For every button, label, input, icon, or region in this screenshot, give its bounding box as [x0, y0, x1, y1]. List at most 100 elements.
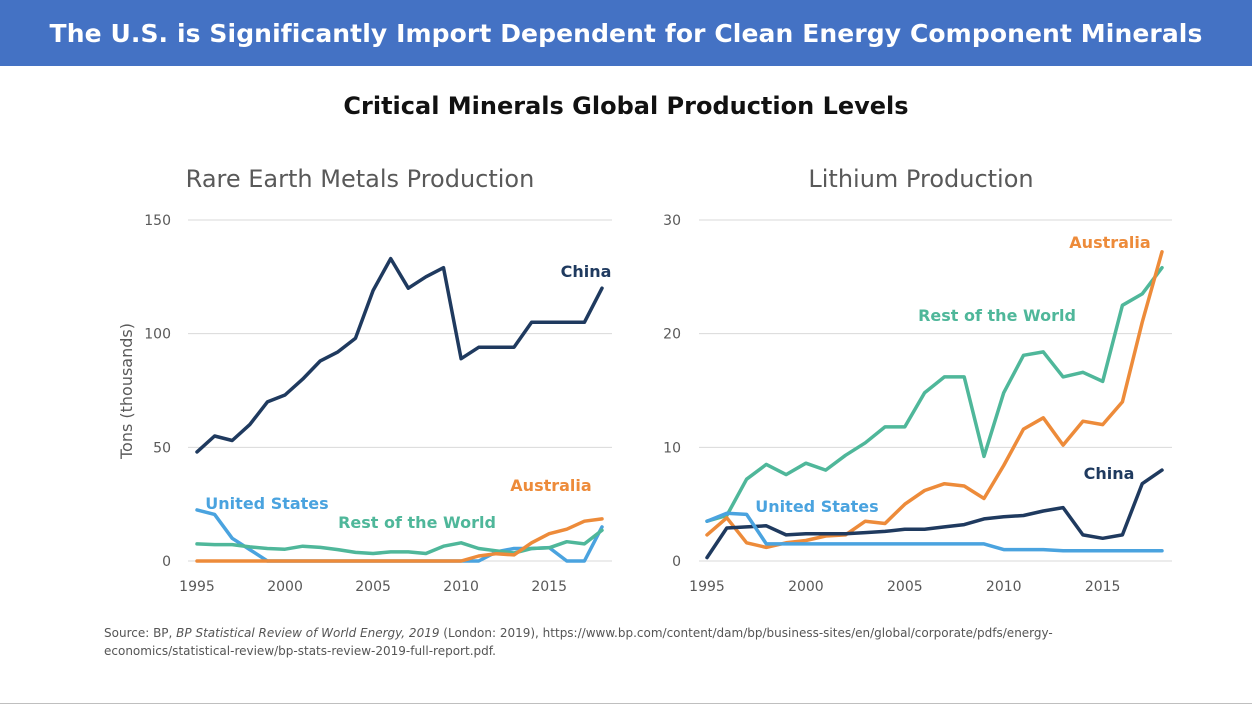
data-point-australia [1101, 423, 1103, 425]
series-label-united-states: United States [205, 494, 328, 513]
series-line-rest-of-the-world [195, 528, 604, 556]
data-point-china [389, 257, 391, 259]
source-prefix: Source: BP, [104, 626, 177, 640]
data-point-china [904, 528, 906, 530]
data-point-rest-of-the-world [530, 547, 532, 549]
series-line-china [195, 256, 604, 454]
data-point-rest-of-the-world [923, 392, 925, 394]
data-point-rest-of-the-world [745, 478, 747, 480]
data-point-united-states [478, 560, 480, 562]
data-point-china [805, 533, 807, 535]
data-point-rest-of-the-world [884, 426, 886, 428]
chart-title: Lithium Production [808, 165, 1033, 193]
series-line-united-states [705, 511, 1164, 553]
data-point-rest-of-the-world [844, 454, 846, 456]
data-point-rest-of-the-world [1082, 371, 1084, 373]
data-point-united-states [706, 520, 708, 522]
data-point-china [231, 439, 233, 441]
data-point-china [1062, 506, 1064, 508]
data-point-australia [478, 555, 480, 557]
data-point-china [765, 525, 767, 527]
data-point-rest-of-the-world [1042, 351, 1044, 353]
data-point-united-states [231, 537, 233, 539]
y-tick-label: 10 [663, 440, 681, 456]
data-point-united-states [1141, 550, 1143, 552]
data-point-united-states [513, 547, 515, 549]
data-point-rest-of-the-world [805, 462, 807, 464]
x-tick-label: 1995 [179, 579, 215, 595]
series-label-australia: Australia [510, 476, 591, 495]
data-point-australia [765, 546, 767, 548]
data-point-china [442, 267, 444, 269]
data-point-china [513, 346, 515, 348]
data-point-australia [407, 560, 409, 562]
y-axis-label: Tons (thousands) [117, 323, 136, 460]
data-point-united-states [884, 543, 886, 545]
x-tick-label: 2000 [788, 579, 824, 595]
data-point-united-states [1082, 550, 1084, 552]
data-point-united-states [943, 543, 945, 545]
data-point-australia [864, 520, 866, 522]
data-point-rest-of-the-world [389, 551, 391, 553]
data-point-australia [1062, 444, 1064, 446]
data-point-australia [425, 560, 427, 562]
data-point-china [1022, 514, 1024, 516]
data-point-china [284, 394, 286, 396]
data-point-united-states [1161, 550, 1163, 552]
data-point-united-states [1022, 548, 1024, 550]
data-point-china [1141, 483, 1143, 485]
x-tick-label: 2005 [887, 579, 923, 595]
y-tick-label: 0 [672, 554, 681, 570]
x-tick-label: 1995 [689, 579, 725, 595]
data-point-rest-of-the-world [196, 543, 198, 545]
data-point-china [425, 276, 427, 278]
series-line-china [705, 468, 1164, 560]
data-point-rest-of-the-world [1141, 293, 1143, 295]
data-point-australia [805, 539, 807, 541]
data-point-australia [548, 533, 550, 535]
data-point-united-states [904, 543, 906, 545]
series-label-rest-of-the-world: Rest of the World [338, 513, 496, 532]
data-point-china [249, 423, 251, 425]
data-point-rest-of-the-world [319, 546, 321, 548]
data-point-rest-of-the-world [266, 547, 268, 549]
data-point-rest-of-the-world [249, 546, 251, 548]
data-point-china [1082, 534, 1084, 536]
data-point-china [884, 530, 886, 532]
data-point-china [943, 526, 945, 528]
data-point-china [1042, 510, 1044, 512]
data-point-united-states [726, 512, 728, 514]
data-point-rest-of-the-world [824, 469, 826, 471]
data-point-united-states [963, 543, 965, 545]
slide-banner: The U.S. is Significantly Import Depende… [0, 0, 1252, 66]
data-point-australia [442, 560, 444, 562]
rare-earth-chart: Rare Earth Metals Production 0 50 100 150 199… [117, 165, 612, 595]
series-label-china: China [561, 262, 612, 281]
data-point-china [844, 533, 846, 535]
data-point-united-states [805, 543, 807, 545]
data-point-australia [301, 560, 303, 562]
data-point-australia [284, 560, 286, 562]
data-point-rest-of-the-world [566, 540, 568, 542]
data-point-rest-of-the-world [1062, 376, 1064, 378]
data-point-rest-of-the-world [548, 547, 550, 549]
data-point-australia [337, 560, 339, 562]
data-point-united-states [1042, 548, 1044, 550]
data-point-rest-of-the-world [1101, 380, 1103, 382]
data-point-china [983, 518, 985, 520]
x-tick-label: 2015 [1085, 579, 1121, 595]
data-point-rest-of-the-world [983, 455, 985, 457]
data-point-china [337, 351, 339, 353]
x-tick-label: 2010 [443, 579, 479, 595]
data-point-united-states [983, 543, 985, 545]
source-note: Source: BP, BP Statistical Review of Wor… [104, 624, 1174, 660]
data-point-australia [943, 483, 945, 485]
data-point-australia [1022, 428, 1024, 430]
data-point-china [530, 321, 532, 323]
data-point-rest-of-the-world [301, 545, 303, 547]
data-point-united-states [765, 543, 767, 545]
data-point-china [1121, 534, 1123, 536]
data-point-australia [495, 553, 497, 555]
data-point-australia [196, 560, 198, 562]
x-tick-label: 2015 [531, 579, 567, 595]
